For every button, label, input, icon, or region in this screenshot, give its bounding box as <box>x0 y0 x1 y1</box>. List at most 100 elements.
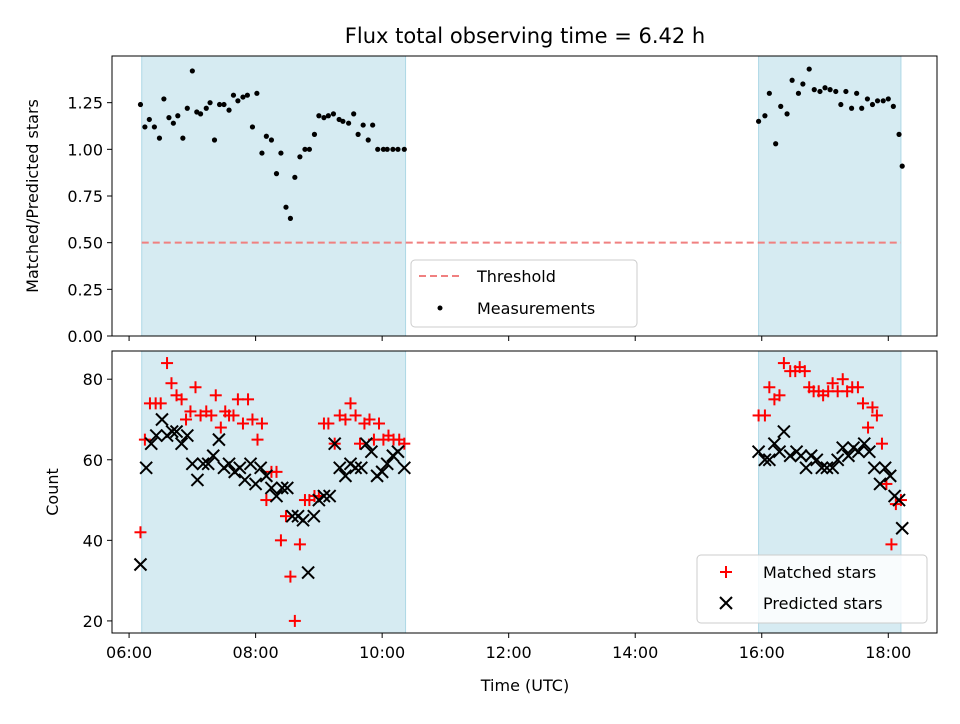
predicted-star-point <box>815 461 829 475</box>
predicted-star-point <box>307 509 321 523</box>
predicted-marker-b <box>799 461 813 475</box>
predicted-star-point <box>783 449 797 463</box>
matched-star-point <box>205 409 218 422</box>
predicted-marker-b <box>243 457 258 471</box>
matched-star-point <box>165 377 178 390</box>
matched-star-point <box>189 381 202 394</box>
predicted-star-point <box>174 436 189 451</box>
measurement-point <box>316 113 322 119</box>
measurement-point <box>789 77 795 83</box>
legend-matched-swatch <box>720 566 732 578</box>
measurement-point <box>817 88 823 95</box>
top-y-tick-label: 1.00 <box>67 140 103 159</box>
predicted-marker-b <box>810 453 824 467</box>
predicted-marker-b <box>359 436 374 451</box>
measurement-point <box>273 171 280 177</box>
measurement-point <box>302 146 308 152</box>
predicted-star-point <box>348 461 363 475</box>
legend-matched-label: Matched stars <box>763 563 876 582</box>
predicted-star-point <box>296 513 310 527</box>
predicted-marker-b <box>364 445 379 459</box>
predicted-star-point <box>777 424 791 439</box>
predicted-star-point <box>851 445 866 459</box>
matched-star-point <box>227 409 240 422</box>
measurement-point <box>226 107 232 113</box>
matched-star-point <box>363 413 376 426</box>
matched-star-point <box>154 397 167 410</box>
predicted-star-point <box>327 436 342 451</box>
predicted-star-point <box>264 481 279 495</box>
matched-star-point <box>180 413 193 426</box>
predicted-star-point <box>180 428 194 443</box>
measurement-point <box>773 141 779 147</box>
measurement-point <box>833 88 839 95</box>
predicted-marker-b <box>794 449 808 463</box>
matched-star-point <box>274 534 287 547</box>
predicted-marker-b <box>233 461 247 475</box>
matched-star-point <box>758 409 771 422</box>
predicted-star-point <box>873 477 887 491</box>
predicted-marker-b <box>751 445 766 459</box>
measurement-point <box>263 133 269 139</box>
measurement-point <box>355 131 361 137</box>
measurement-point <box>221 101 227 108</box>
measurement-point <box>365 137 371 143</box>
top-y-tick-label: 0.50 <box>67 234 103 253</box>
measurement-point <box>184 105 190 111</box>
top-y-tick-label: 1.25 <box>67 94 103 113</box>
predicted-marker-b <box>285 509 300 523</box>
measurement-point <box>216 101 223 108</box>
measurement-point <box>380 146 387 152</box>
measurement-point <box>843 88 849 95</box>
predicted-marker-b <box>307 509 321 523</box>
predicted-star-point <box>280 481 294 495</box>
legend-threshold-label: Threshold <box>476 267 556 286</box>
top-measurement-points <box>137 66 905 221</box>
predicted-marker-b <box>185 457 200 471</box>
matched-star-point <box>175 393 188 406</box>
top-x-ticks <box>128 336 889 341</box>
bottom-x-tick-label: 10:00 <box>359 643 405 662</box>
matched-star-point <box>870 409 883 422</box>
top-y-axis-label: Matched/Predicted stars <box>23 99 42 293</box>
predicted-marker-b <box>222 457 236 471</box>
measurement-point <box>384 146 390 152</box>
predicted-marker-b <box>804 449 818 463</box>
legend-measurements-swatch <box>437 305 443 311</box>
predicted-star-point <box>243 457 258 471</box>
predicted-star-point <box>820 461 834 475</box>
top-y-ticks: 0.00 0.25 0.50 0.75 1.00 1.25 <box>67 94 112 346</box>
predicted-star-point <box>892 493 906 507</box>
predicted-star-point <box>767 436 782 451</box>
predicted-marker-b <box>212 432 226 447</box>
chart-title: Flux total observing time = 6.42 h <box>345 24 705 48</box>
measurement-point <box>259 150 265 156</box>
predicted-star-point <box>338 469 353 483</box>
measurement-point <box>854 90 860 96</box>
predicted-star-point <box>772 445 787 459</box>
measurement-point <box>885 96 891 102</box>
predicted-marker-b <box>841 449 856 463</box>
predicted-star-point <box>259 469 274 483</box>
measurement-point <box>859 105 865 111</box>
predicted-star-point <box>222 457 236 471</box>
predicted-marker-b <box>139 461 153 475</box>
measurement-point <box>899 163 905 169</box>
predicted-star-point <box>233 461 247 475</box>
matched-star-point <box>231 393 244 406</box>
measurement-point <box>156 135 163 141</box>
predicted-marker-b <box>165 424 179 439</box>
predicted-star-point <box>253 461 268 475</box>
matched-star-point <box>798 365 811 378</box>
bottom-y-tick-label: 40 <box>83 531 103 550</box>
predicted-star-point <box>804 449 818 463</box>
matched-star-point <box>260 494 273 507</box>
bottom-y-tick-label: 60 <box>83 451 103 470</box>
matched-star-point <box>284 570 297 583</box>
measurement-point <box>268 137 275 143</box>
predicted-marker-b <box>275 481 289 495</box>
predicted-star-point <box>206 449 220 463</box>
measurement-point <box>360 122 366 128</box>
top-legend: Threshold Measurements <box>410 259 638 328</box>
matched-star-point <box>214 421 227 434</box>
